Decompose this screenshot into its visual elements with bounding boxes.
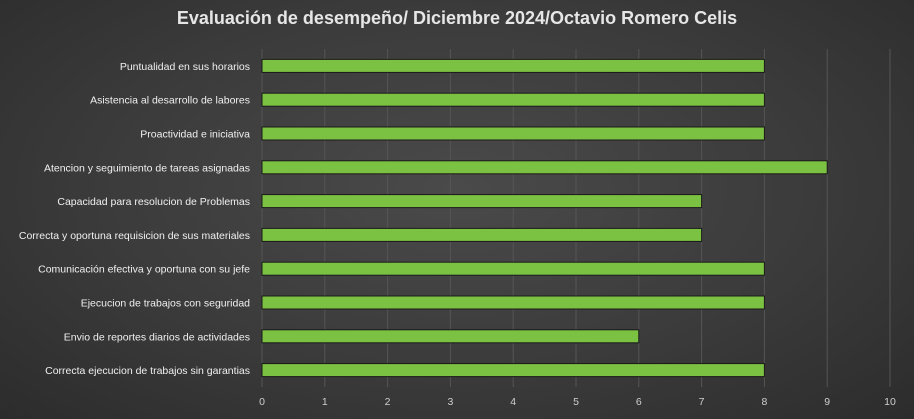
x-tick-label: 4 [510,396,516,408]
category-label: Proactividad e iniciativa [140,129,250,141]
x-tick-label: 2 [385,396,391,408]
x-tick-label: 6 [636,396,642,408]
x-tick-label: 0 [259,396,265,408]
bar [261,58,765,73]
bar [261,261,765,276]
category-label: Asistencia al desarrollo de labores [90,95,250,107]
category-label: Comunicación efectiva y oportuna con su … [38,264,250,276]
category-label: Puntualidad en sus horarios [120,61,250,73]
x-tick-label: 8 [761,396,767,408]
bar [261,194,703,209]
bar [261,295,765,310]
chart-title: Evaluación de desempeño/ Diciembre 2024/… [176,8,738,28]
x-tick-label: 9 [824,396,830,408]
x-tick-label: 3 [447,396,453,408]
x-tick-label: 1 [322,396,328,408]
x-tick-labels: 0 1 2 3 4 5 6 7 8 9 10 [259,396,896,408]
bar [261,329,640,344]
bar [261,227,703,242]
category-label: Envio de reportes diarios de actividades [64,331,250,343]
x-tick-label: 5 [573,396,579,408]
bar [261,126,765,141]
bar [261,160,828,175]
bar [261,363,765,378]
category-labels: Puntualidad en sus horarios Asistencia al… [19,61,250,377]
category-label: Atencion y seguimiento de tareas asignad… [44,162,250,174]
category-label: Ejecucion de trabajos con seguridad [81,298,250,310]
bar [261,92,765,107]
category-label: Capacidad para resolucion de Problemas [57,196,250,208]
x-tick-label: 7 [699,396,705,408]
category-label: Correcta y oportuna requisicion de sus m… [19,230,250,242]
bars [261,58,828,378]
x-tick-label: 10 [884,396,896,408]
category-label: Correcta ejecucion de trabajos sin garan… [45,365,250,377]
